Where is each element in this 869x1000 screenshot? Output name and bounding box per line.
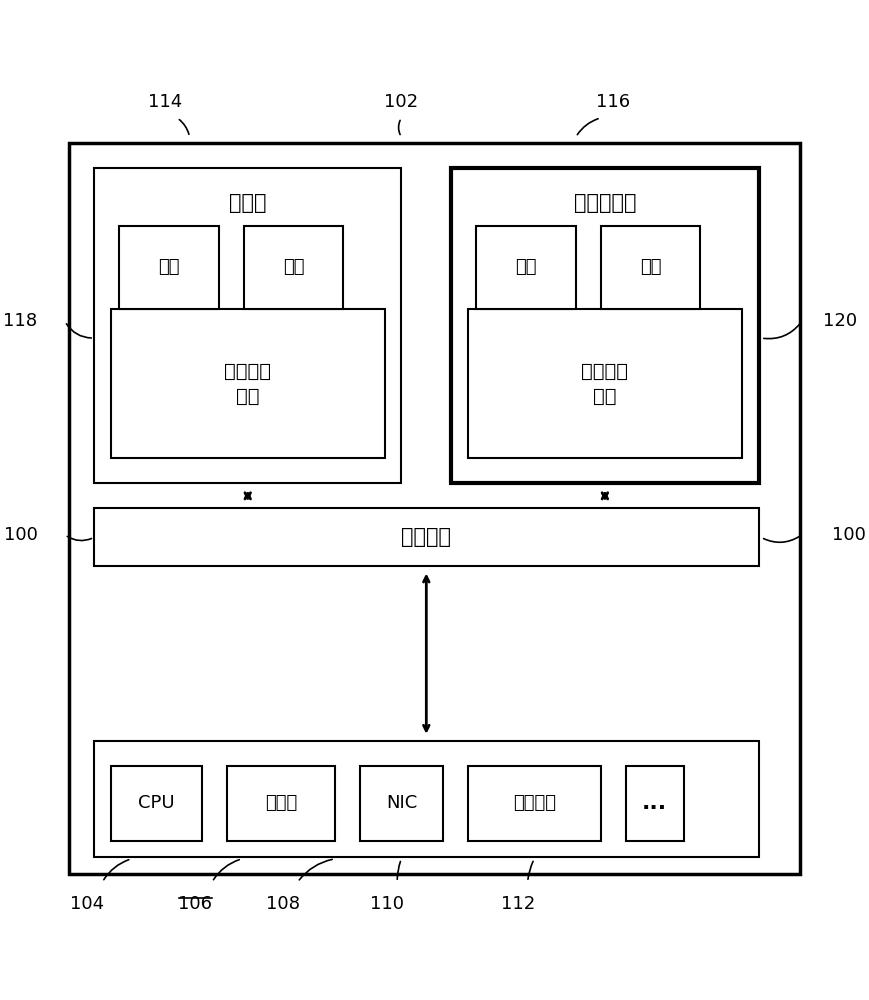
Text: 虚拟机: 虚拟机: [229, 193, 267, 213]
Bar: [626, 766, 684, 841]
Bar: [468, 309, 742, 458]
Bar: [451, 168, 759, 483]
Bar: [243, 226, 343, 309]
Text: CPU: CPU: [138, 794, 175, 812]
Text: 应用: 应用: [515, 258, 537, 276]
Text: 应用: 应用: [282, 258, 304, 276]
Text: NIC: NIC: [386, 794, 417, 812]
Bar: [119, 226, 219, 309]
Bar: [110, 766, 202, 841]
Text: 存储装置: 存储装置: [513, 794, 556, 812]
Text: 100: 100: [832, 526, 866, 544]
Bar: [94, 508, 759, 566]
Bar: [110, 309, 385, 458]
Text: 管理程序: 管理程序: [401, 527, 451, 547]
Text: 116: 116: [596, 93, 630, 111]
Text: 100: 100: [3, 526, 37, 544]
Text: 应用: 应用: [158, 258, 180, 276]
Bar: [94, 168, 401, 483]
Bar: [600, 226, 700, 309]
Text: 特权虚拟机: 特权虚拟机: [574, 193, 636, 213]
Bar: [227, 766, 335, 841]
Text: 118: 118: [3, 312, 37, 330]
Bar: [70, 143, 800, 874]
Text: 120: 120: [823, 312, 858, 330]
Bar: [360, 766, 443, 841]
Text: 106: 106: [178, 895, 212, 913]
Text: 110: 110: [370, 895, 404, 913]
Text: 112: 112: [501, 895, 534, 913]
Bar: [94, 741, 759, 857]
Text: 访客操作
系统: 访客操作 系统: [224, 362, 271, 406]
Bar: [476, 226, 576, 309]
Text: 应用: 应用: [640, 258, 661, 276]
Text: 102: 102: [384, 93, 419, 111]
Text: 104: 104: [70, 895, 104, 913]
Text: 存储器: 存储器: [265, 794, 297, 812]
Text: ...: ...: [642, 793, 667, 813]
Text: 108: 108: [267, 895, 301, 913]
Text: 114: 114: [148, 93, 182, 111]
Bar: [468, 766, 600, 841]
Text: 主机操作
系统: 主机操作 系统: [581, 362, 628, 406]
